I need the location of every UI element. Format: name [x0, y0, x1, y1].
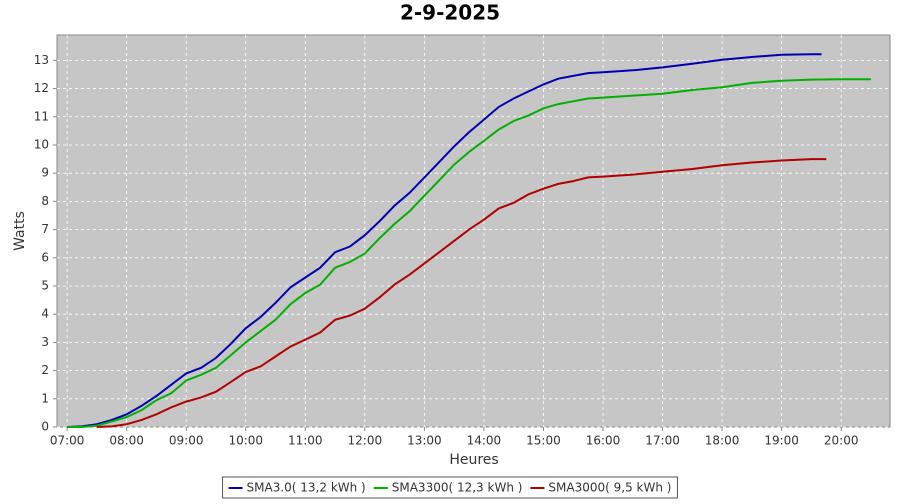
y-tick-label: 13 — [34, 53, 49, 67]
legend-label: SMA3.0( 13,2 kWh ) — [247, 481, 366, 495]
x-tick-label: 14:00 — [467, 434, 502, 448]
y-tick-label: 7 — [41, 222, 49, 236]
x-tick-label: 17:00 — [645, 434, 680, 448]
y-tick-label: 12 — [34, 81, 49, 95]
y-tick-label: 0 — [41, 420, 49, 434]
x-tick-label: 20:00 — [824, 434, 859, 448]
y-tick-label: 5 — [41, 278, 49, 292]
legend: SMA3.0( 13,2 kWh ) SMA3300( 12,3 kWh ) SMA… — [222, 476, 678, 499]
plot-area — [56, 34, 891, 428]
x-tick-label: 15:00 — [526, 434, 561, 448]
series-line — [96, 158, 827, 428]
y-tick-label: 11 — [34, 109, 49, 123]
x-tick-label: 12:00 — [348, 434, 383, 448]
x-tick-label: 10:00 — [228, 434, 263, 448]
y-tick-label: 2 — [41, 363, 49, 377]
x-tick-label: 08:00 — [109, 434, 144, 448]
y-tick-label: 9 — [41, 166, 49, 180]
x-tick-label: 13:00 — [407, 434, 442, 448]
y-tick-label: 6 — [41, 250, 49, 264]
x-tick-label: 11:00 — [288, 434, 323, 448]
x-tick-label: 07:00 — [50, 434, 85, 448]
y-axis-label: Watts — [12, 211, 28, 251]
series-line — [67, 53, 822, 428]
y-tick-label: 1 — [41, 391, 49, 405]
y-tick-label: 8 — [41, 194, 49, 208]
chart-title: 2-9-2025 — [400, 1, 500, 25]
y-tick-label: 4 — [41, 307, 49, 321]
x-tick-label: 09:00 — [169, 434, 204, 448]
series-line — [67, 78, 871, 428]
x-tick-label: 16:00 — [586, 434, 621, 448]
x-tick-label: 19:00 — [764, 434, 799, 448]
x-tick-label: 18:00 — [705, 434, 740, 448]
y-tick-label: 3 — [41, 335, 49, 349]
legend-label: SMA3000( 9,5 kWh ) — [548, 481, 671, 495]
legend-label: SMA3300( 12,3 kWh ) — [392, 481, 523, 495]
y-tick-label: 10 — [34, 137, 49, 151]
legend-box — [222, 476, 678, 499]
x-axis-label: Heures — [449, 452, 498, 468]
